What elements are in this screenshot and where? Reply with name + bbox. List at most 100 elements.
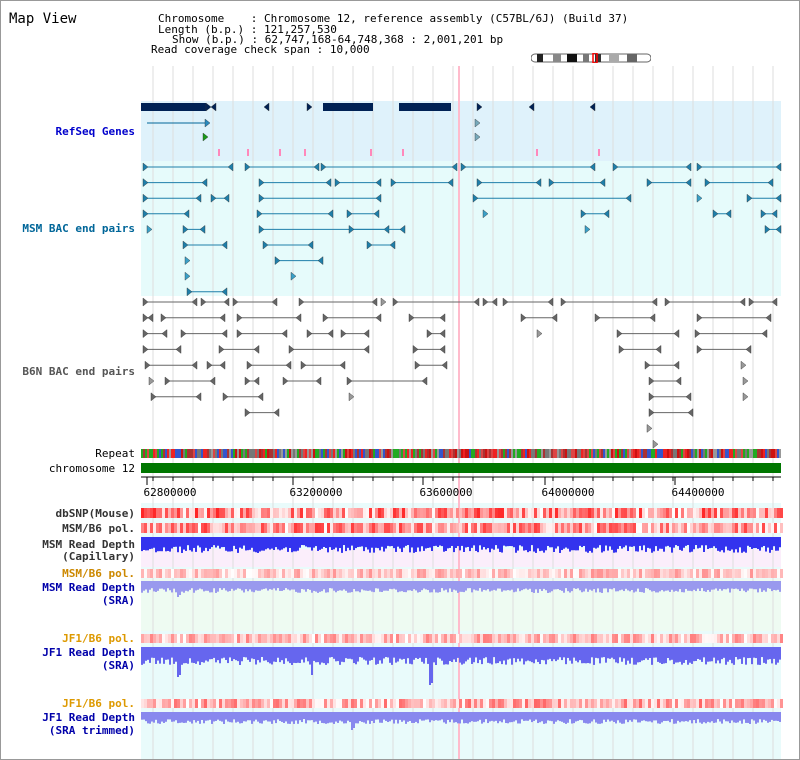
msm-sra-depth-bar bbox=[149, 581, 151, 590]
b6n-bac-pair-left-end bbox=[648, 376, 655, 386]
msm-bac-pair-right-end bbox=[775, 224, 782, 234]
refseq-genes-track[interactable] bbox=[141, 102, 600, 156]
msm-sra-depth-bar bbox=[597, 581, 599, 589]
capillary-depth-bar bbox=[207, 537, 209, 552]
repeat-element bbox=[627, 449, 629, 458]
msm-depth-sra-label[interactable]: MSM Read Depth (SRA) bbox=[42, 581, 135, 607]
repeat-track[interactable] bbox=[141, 449, 781, 458]
msm-b6-pol-2-cell bbox=[591, 569, 594, 578]
refseq-genes-label[interactable]: RefSeq Genes bbox=[55, 125, 135, 138]
b6n-bac-label[interactable]: B6N BAC end pairs bbox=[22, 365, 135, 378]
msm-b6-pol-2-cell bbox=[438, 569, 441, 578]
msm-b6-pol-cell bbox=[732, 523, 735, 533]
jf1-sra-depth-bar bbox=[521, 647, 523, 659]
jf1-sra-depth-bar bbox=[629, 647, 631, 664]
msm-sra-depth-bar bbox=[457, 581, 459, 593]
repeat-element bbox=[385, 449, 387, 458]
jf1-b6-pol-cell bbox=[285, 634, 288, 643]
jf1-b6-pol-cell bbox=[585, 634, 588, 643]
jf1-b6-pol-cell bbox=[654, 634, 657, 643]
jf1-b6-pol-2-cell bbox=[768, 699, 771, 708]
jf1-b6-pol-label[interactable]: JF1/B6 pol. bbox=[62, 632, 135, 645]
jf1-trimmed-depth-bar bbox=[349, 712, 351, 723]
msm-bac-track[interactable] bbox=[142, 162, 782, 297]
dbsnp-cell bbox=[732, 508, 735, 518]
jf1-sra-depth-bar bbox=[485, 647, 487, 658]
jf1-sra-depth-bar bbox=[713, 647, 715, 658]
jf1-trimmed-depth-bar bbox=[691, 712, 693, 724]
msm-sra-depth-bar bbox=[493, 581, 495, 590]
jf1-b6-pol-2-cell bbox=[192, 699, 195, 708]
jf1-sra-depth-bar bbox=[639, 647, 641, 663]
dbsnp-label[interactable]: dbSNP(Mouse) bbox=[55, 507, 135, 520]
msm-b6-pol-2-cell bbox=[567, 569, 570, 578]
msm-bac-end bbox=[146, 224, 153, 234]
polymorphism-heat-tracks[interactable] bbox=[141, 508, 783, 708]
dbsnp-cell bbox=[549, 508, 552, 518]
jf1-depth-sra-label[interactable]: JF1 Read Depth (SRA) bbox=[42, 646, 135, 672]
msm-sra-depth-bar bbox=[487, 581, 489, 590]
dbsnp-cell bbox=[438, 508, 441, 518]
jf1-trimmed-depth-bar bbox=[605, 712, 607, 722]
jf1-b6-pol-2-cell bbox=[552, 699, 555, 708]
jf1-b6-pol-2-cell bbox=[453, 699, 456, 708]
dbsnp-cell bbox=[216, 508, 219, 518]
b6n-bac-track[interactable] bbox=[142, 297, 778, 449]
msm-b6-pol-2-cell bbox=[765, 569, 768, 578]
jf1-trimmed-depth-bar bbox=[769, 712, 771, 722]
capillary-depth-bar bbox=[263, 537, 265, 551]
msm-b6-pol-cell bbox=[219, 523, 222, 533]
msm-b6-pol-cell bbox=[360, 523, 363, 533]
msm-sra-depth-bar bbox=[595, 581, 597, 593]
jf1-b6-pol-cell bbox=[423, 634, 426, 643]
jf1-trimmed-depth-bar bbox=[231, 712, 233, 723]
msm-b6-pol-2-label[interactable]: MSM/B6 pol. bbox=[62, 567, 135, 580]
msm-sra-depth-bar bbox=[629, 581, 631, 592]
msm-b6-pol-2-cell bbox=[153, 569, 156, 578]
jf1-sra-depth-bar bbox=[337, 647, 339, 662]
jf1-trimmed-depth-bar bbox=[361, 712, 363, 722]
read-depth-tracks[interactable] bbox=[141, 537, 781, 730]
jf1-trimmed-depth-bar bbox=[777, 712, 779, 722]
repeat-element bbox=[347, 449, 349, 458]
repeat-element bbox=[721, 449, 723, 458]
msm-b6-pol-cell bbox=[696, 523, 699, 533]
repeat-element bbox=[527, 449, 529, 458]
b6n-bac-pair-right-end bbox=[257, 392, 264, 402]
jf1-depth-trimmed-label[interactable]: JF1 Read Depth (SRA trimmed) bbox=[42, 711, 135, 737]
capillary-depth-bar bbox=[719, 537, 721, 552]
capillary-depth-bar bbox=[211, 537, 213, 548]
show-key: Show (b.p.) bbox=[172, 33, 245, 46]
msm-sra-depth-bar bbox=[649, 581, 651, 591]
repeat-element bbox=[677, 449, 679, 458]
jf1-sra-depth-bar bbox=[733, 647, 735, 665]
jf1-trimmed-depth-bar bbox=[709, 712, 711, 723]
jf1-trimmed-depth-bar bbox=[403, 712, 405, 721]
capillary-depth-bar bbox=[359, 537, 361, 547]
jf1-trimmed-depth-bar bbox=[561, 712, 563, 722]
repeat-element bbox=[279, 449, 281, 458]
chromosome-ideogram[interactable] bbox=[531, 53, 651, 63]
capillary-depth-bar bbox=[505, 537, 507, 547]
jf1-sra-depth-bar bbox=[615, 647, 617, 663]
capillary-depth-bar bbox=[713, 537, 715, 547]
repeat-element bbox=[313, 449, 315, 458]
jf1-b6-pol-2-cell bbox=[342, 699, 345, 708]
jf1-sra-depth-bar bbox=[271, 647, 273, 665]
msm-bac-pair-left-end bbox=[256, 209, 263, 219]
msm-b6-pol-2-cell bbox=[642, 569, 645, 578]
jf1-sra-depth-bar bbox=[343, 647, 345, 663]
msm-bac-label[interactable]: MSM BAC end pairs bbox=[22, 222, 135, 235]
capillary-depth-bar bbox=[427, 537, 429, 548]
msm-depth-capillary-label[interactable]: MSM Read Depth (Capillary) bbox=[42, 539, 135, 563]
jf1-trimmed-depth-bar bbox=[665, 712, 667, 721]
msm-b6-pol-2-cell bbox=[369, 569, 372, 578]
msm-b6-pol-label[interactable]: MSM/B6 pol. bbox=[62, 522, 135, 535]
dbsnp-cell bbox=[468, 508, 471, 518]
jf1-b6-pol-2-cell bbox=[414, 699, 417, 708]
jf1-b6-pol-2-label[interactable]: JF1/B6 pol. bbox=[62, 697, 135, 710]
msm-b6-pol-2-cell bbox=[450, 569, 453, 578]
msm-b6-pol-2-cell bbox=[513, 569, 516, 578]
msm-bac-pair-left-end bbox=[580, 209, 587, 219]
